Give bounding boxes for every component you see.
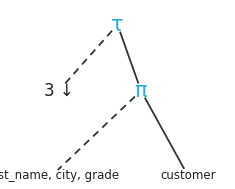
Text: customer: customer — [160, 169, 216, 182]
Text: π: π — [135, 81, 147, 101]
Text: cust_name, city, grade: cust_name, city, grade — [0, 169, 119, 182]
Text: τ: τ — [111, 15, 124, 35]
Text: 3 ↓: 3 ↓ — [44, 82, 74, 100]
